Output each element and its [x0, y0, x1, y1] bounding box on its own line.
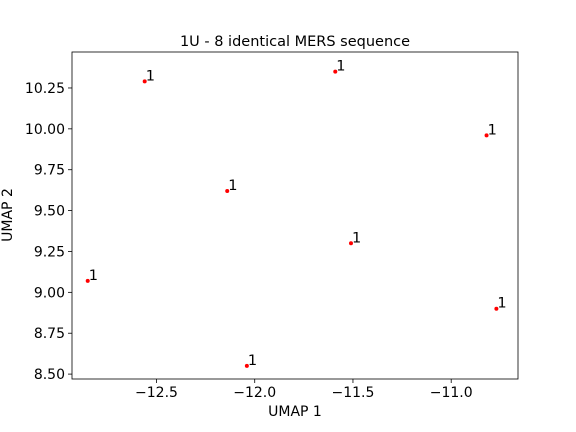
- data-point: [348, 241, 353, 246]
- data-point-label: 1: [248, 353, 257, 369]
- data-points: 1 1 1 1 1 1 1 1: [85, 59, 507, 369]
- x-axis-title: UMAP 1: [268, 404, 322, 420]
- x-tick-label: −12.5: [135, 385, 178, 401]
- x-tick-label: −11.0: [430, 385, 473, 401]
- y-tick-label: 9.25: [34, 244, 65, 260]
- x-tick-label: −11.5: [332, 385, 375, 401]
- y-axis-title: UMAP 2: [0, 188, 16, 242]
- data-point-label: 1: [352, 230, 361, 246]
- data-point: [142, 79, 147, 84]
- data-point: [225, 188, 230, 193]
- data-point: [494, 306, 499, 311]
- x-tick-label: −12.0: [233, 385, 276, 401]
- y-axis-ticks: 8.50 8.75 9.00 9.25 9.50 9.75 10.00 10.25: [25, 81, 72, 383]
- data-point-label: 1: [228, 178, 237, 194]
- data-point-label: 1: [89, 268, 98, 284]
- chart-title: 1U - 8 identical MERS sequence: [180, 34, 410, 50]
- data-point-label: 1: [146, 68, 155, 84]
- y-tick-label: 10.25: [25, 81, 65, 97]
- y-tick-label: 8.75: [34, 326, 65, 342]
- data-point-label: 1: [336, 59, 345, 75]
- y-tick-label: 10.00: [25, 122, 65, 138]
- y-tick-label: 9.50: [34, 204, 65, 220]
- data-point-label: 1: [488, 122, 497, 138]
- data-point: [244, 363, 249, 368]
- y-tick-label: 9.00: [34, 285, 65, 301]
- x-axis-ticks: −12.5 −12.0 −11.5 −11.0: [135, 379, 473, 401]
- data-point: [333, 69, 338, 74]
- y-tick-label: 8.50: [34, 367, 65, 383]
- y-tick-label: 9.75: [34, 163, 65, 179]
- data-point: [85, 278, 90, 283]
- data-point-label: 1: [497, 296, 506, 312]
- data-point: [484, 133, 489, 138]
- plot-frame: [71, 51, 519, 380]
